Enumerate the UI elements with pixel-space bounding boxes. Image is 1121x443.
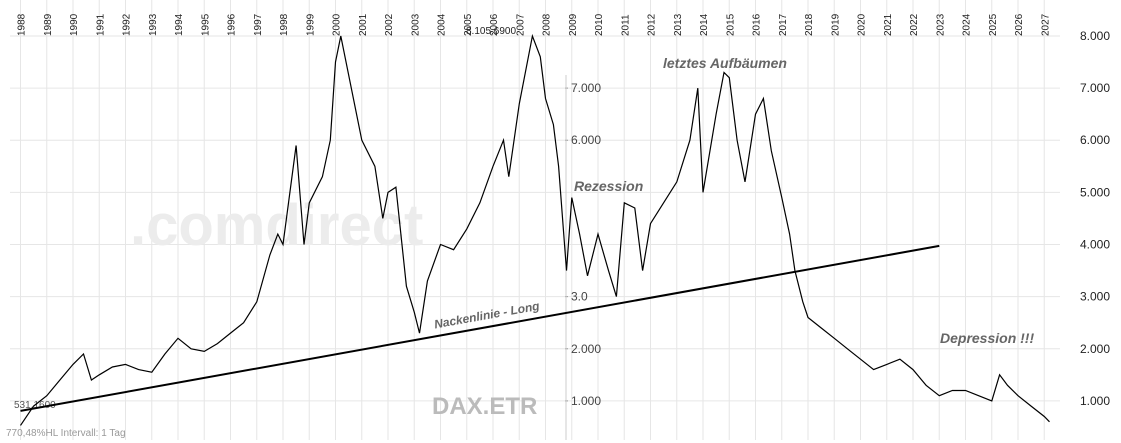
- x-tick-label: 2017: [778, 13, 789, 36]
- y-tick-label: 2.000: [1080, 342, 1110, 356]
- x-tick-label: 2024: [962, 13, 973, 36]
- price-line: [20, 33, 1050, 426]
- x-tick-label: 2022: [909, 13, 920, 36]
- x-tick-label: 2023: [935, 13, 946, 36]
- x-tick-label: 2014: [699, 13, 710, 36]
- y-tick-label: 4.000: [1080, 238, 1110, 252]
- watermark: .comdirect: [130, 193, 423, 258]
- inset-tick-label: 7.000: [571, 81, 601, 95]
- x-tick-label: 2011: [620, 14, 631, 36]
- x-tick-label: 2021: [883, 13, 894, 36]
- x-tick-label: 2004: [437, 13, 448, 36]
- y-tick-label: 8.000: [1080, 29, 1110, 43]
- x-tick-label: 2019: [830, 13, 841, 36]
- x-tick-label: 1995: [200, 13, 211, 36]
- footer: 770,48%HL Intervall: 1 Tag: [6, 428, 126, 439]
- x-tick-label: 2027: [1040, 13, 1051, 36]
- x-tick-label: 2025: [988, 13, 999, 36]
- x-tick-label: 2008: [542, 13, 553, 36]
- x-tick-label: 2020: [857, 13, 868, 36]
- x-tick-label: 2016: [752, 13, 763, 36]
- x-tick-label: 1994: [174, 13, 185, 36]
- x-tick-label: 2026: [1014, 13, 1025, 36]
- y-tick-label: 5.000: [1080, 185, 1110, 199]
- x-tick-label: 1989: [43, 13, 54, 36]
- x-tick-label: 1992: [122, 13, 133, 36]
- inset-tick-label: 3.0: [571, 290, 588, 304]
- x-tick-label: 2015: [725, 13, 736, 36]
- x-tick-label: 1993: [148, 13, 159, 36]
- annotation: Rezession: [574, 178, 643, 194]
- x-tick-label: 2018: [804, 13, 815, 36]
- x-tick-label: 1999: [305, 13, 316, 36]
- x-tick-label: 2000: [332, 13, 343, 36]
- y-tick-label: 7.000: [1080, 81, 1110, 95]
- x-tick-label: 1998: [279, 13, 290, 36]
- inset-tick-label: 1.000: [571, 394, 601, 408]
- x-tick-label: 1996: [227, 13, 238, 36]
- x-tick-label: 1988: [17, 13, 28, 36]
- x-tick-label: 2005: [463, 13, 474, 36]
- inset-tick-label: 2.000: [571, 342, 601, 356]
- x-tick-label: 2001: [358, 13, 369, 36]
- x-tick-label: 2013: [673, 13, 684, 36]
- x-tick-label: 1991: [95, 13, 106, 36]
- y-tick-label: 6.000: [1080, 133, 1110, 147]
- x-tick-label: 2012: [647, 13, 658, 36]
- symbol: DAX.ETR: [432, 393, 537, 420]
- y-tick-label: 3.000: [1080, 290, 1110, 304]
- inset-tick-label: 6.000: [571, 133, 601, 147]
- x-tick-label: 2006: [489, 13, 500, 36]
- annotation: letztes Aufbäumen: [663, 55, 787, 71]
- x-tick-label: 2002: [384, 13, 395, 36]
- peak-label: 8.105,6900: [466, 26, 516, 37]
- neckline: [20, 244, 940, 412]
- x-tick-label: 1990: [69, 13, 80, 36]
- x-tick-label: 1997: [253, 13, 264, 36]
- x-tick-label: 2007: [515, 13, 526, 36]
- x-tick-label: 2009: [568, 13, 579, 36]
- annotation: Depression !!!: [940, 330, 1034, 346]
- x-tick-label: 2010: [594, 13, 605, 36]
- y-tick-label: 1.000: [1080, 394, 1110, 408]
- x-tick-label: 2003: [410, 13, 421, 36]
